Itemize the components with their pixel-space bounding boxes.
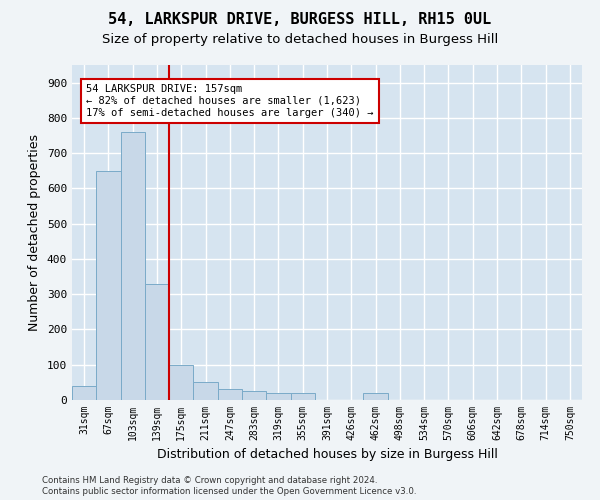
Bar bbox=[290, 393, 315, 400]
Text: Size of property relative to detached houses in Burgess Hill: Size of property relative to detached ho… bbox=[102, 32, 498, 46]
Bar bbox=[145, 284, 169, 400]
Bar bbox=[266, 393, 290, 400]
Y-axis label: Number of detached properties: Number of detached properties bbox=[28, 134, 41, 331]
Bar bbox=[242, 391, 266, 400]
Bar bbox=[364, 393, 388, 400]
Text: 54, LARKSPUR DRIVE, BURGESS HILL, RH15 0UL: 54, LARKSPUR DRIVE, BURGESS HILL, RH15 0… bbox=[109, 12, 491, 28]
Text: Contains HM Land Registry data © Crown copyright and database right 2024.: Contains HM Land Registry data © Crown c… bbox=[42, 476, 377, 485]
X-axis label: Distribution of detached houses by size in Burgess Hill: Distribution of detached houses by size … bbox=[157, 448, 497, 462]
Text: 54 LARKSPUR DRIVE: 157sqm
← 82% of detached houses are smaller (1,623)
17% of se: 54 LARKSPUR DRIVE: 157sqm ← 82% of detac… bbox=[86, 84, 374, 117]
Bar bbox=[169, 364, 193, 400]
Bar bbox=[121, 132, 145, 400]
Bar bbox=[96, 171, 121, 400]
Text: Contains public sector information licensed under the Open Government Licence v3: Contains public sector information licen… bbox=[42, 487, 416, 496]
Bar bbox=[218, 390, 242, 400]
Bar bbox=[72, 386, 96, 400]
Bar bbox=[193, 382, 218, 400]
